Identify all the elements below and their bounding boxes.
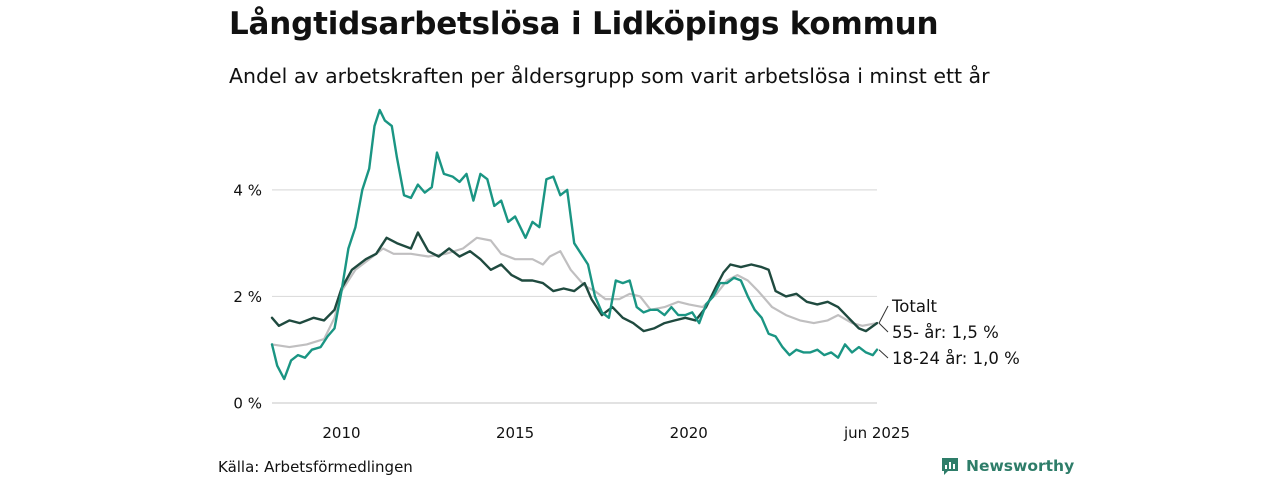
series-line-youth (270, 108, 879, 381)
x-tick-label: jun 2025 (843, 424, 910, 442)
x-axis-ticks: 2010 2015 2020 jun 2025 (322, 424, 910, 442)
series-label-total: Totalt (891, 297, 938, 316)
y-tick-label: 2 % (233, 288, 262, 306)
newsworthy-logo-icon (942, 458, 958, 475)
series-end-labels: Totalt 55- år: 1,5 % 18-24 år: 1,0 % (878, 297, 1020, 368)
leader-line-total (878, 305, 889, 324)
y-tick-label: 4 % (233, 181, 262, 199)
series-label-youth: 18-24 år: 1,0 % (892, 349, 1020, 368)
source-note: Källa: Arbetsförmedlingen (218, 458, 413, 476)
chart-subtitle: Andel av arbetskraften per åldersgrupp s… (229, 64, 990, 88)
x-tick-label: 2010 (322, 424, 360, 442)
series-label-older: 55- år: 1,5 % (892, 323, 999, 342)
x-tick-label: 2020 (670, 424, 708, 442)
leader-line-youth (878, 349, 889, 359)
y-axis-ticks: 0 % 2 % 4 % (233, 181, 262, 412)
series-lines (270, 108, 879, 381)
gridlines (272, 189, 877, 404)
y-tick-label: 0 % (233, 395, 262, 413)
series-line-older (270, 231, 879, 333)
leader-line-older (878, 322, 889, 333)
x-tick-label: 2015 (496, 424, 534, 442)
series-line-total (270, 236, 879, 349)
chart-title: Långtidsarbetslösa i Lidköpings kommun (229, 6, 939, 42)
brand-name: Newsworthy (966, 457, 1075, 475)
brand-logo[interactable]: Newsworthy (940, 456, 1074, 476)
